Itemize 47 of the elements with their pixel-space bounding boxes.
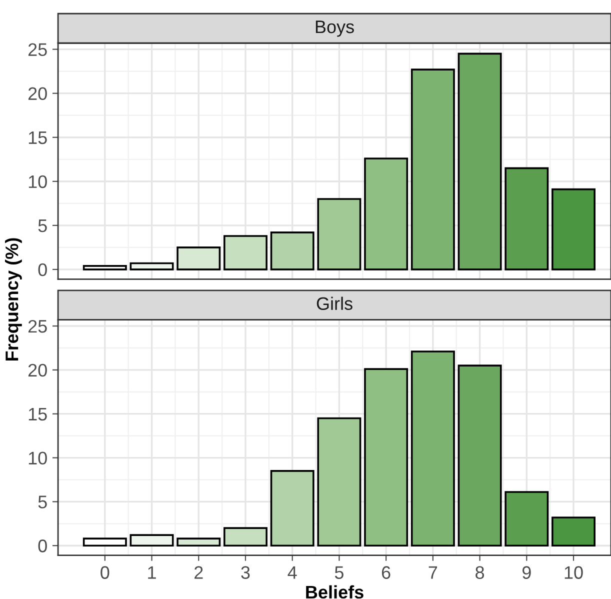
x-tick-label: 8 — [476, 566, 484, 579]
bar — [176, 538, 221, 547]
y-tick-label: 0 — [38, 540, 47, 552]
bar — [552, 188, 596, 270]
y-axis-title: Frequency (%) — [5, 238, 22, 360]
y-tick-label: 5 — [38, 496, 47, 508]
bar — [364, 368, 408, 547]
y-tick-label: 15 — [28, 408, 47, 421]
y-tick-label: 25 — [28, 43, 47, 56]
y-tick-label: 20 — [28, 364, 47, 377]
bar — [458, 52, 502, 270]
x-tick-label: 5 — [334, 566, 344, 579]
x-tick-label: 3 — [241, 566, 250, 579]
x-tick-label: 7 — [428, 566, 438, 579]
bar — [504, 167, 549, 270]
bar — [504, 491, 549, 547]
bar — [410, 68, 455, 270]
x-tick-label: 0 — [100, 566, 110, 579]
x-tick-label: 1 — [148, 566, 156, 579]
x-tick-label: 4 — [288, 566, 297, 579]
bar — [364, 158, 408, 270]
y-tick-label: 0 — [38, 263, 47, 276]
x-tick-label: 6 — [382, 566, 390, 579]
bar — [270, 232, 314, 270]
bar — [82, 265, 127, 270]
bar — [176, 246, 221, 270]
x-axis-title: Beliefs — [306, 585, 364, 599]
bar — [270, 470, 314, 547]
y-tick-label: 15 — [28, 131, 47, 144]
chart-title: Girls — [316, 296, 352, 310]
bar — [223, 235, 268, 270]
bar — [82, 538, 127, 547]
y-tick-label: 10 — [28, 452, 47, 464]
x-tick-label: 10 — [564, 566, 583, 579]
y-tick-label: 20 — [28, 87, 47, 100]
y-tick-label: 25 — [28, 320, 47, 333]
bar — [410, 350, 455, 547]
bar — [317, 198, 362, 270]
bar — [458, 364, 502, 547]
bar — [223, 527, 268, 547]
y-tick-label: 5 — [38, 220, 47, 232]
x-tick-label: 9 — [522, 566, 531, 579]
y-tick-label: 10 — [28, 175, 47, 188]
bar — [552, 516, 596, 547]
bar — [317, 417, 362, 547]
x-tick-label: 2 — [194, 566, 203, 579]
chart-title: Boys — [316, 20, 354, 37]
